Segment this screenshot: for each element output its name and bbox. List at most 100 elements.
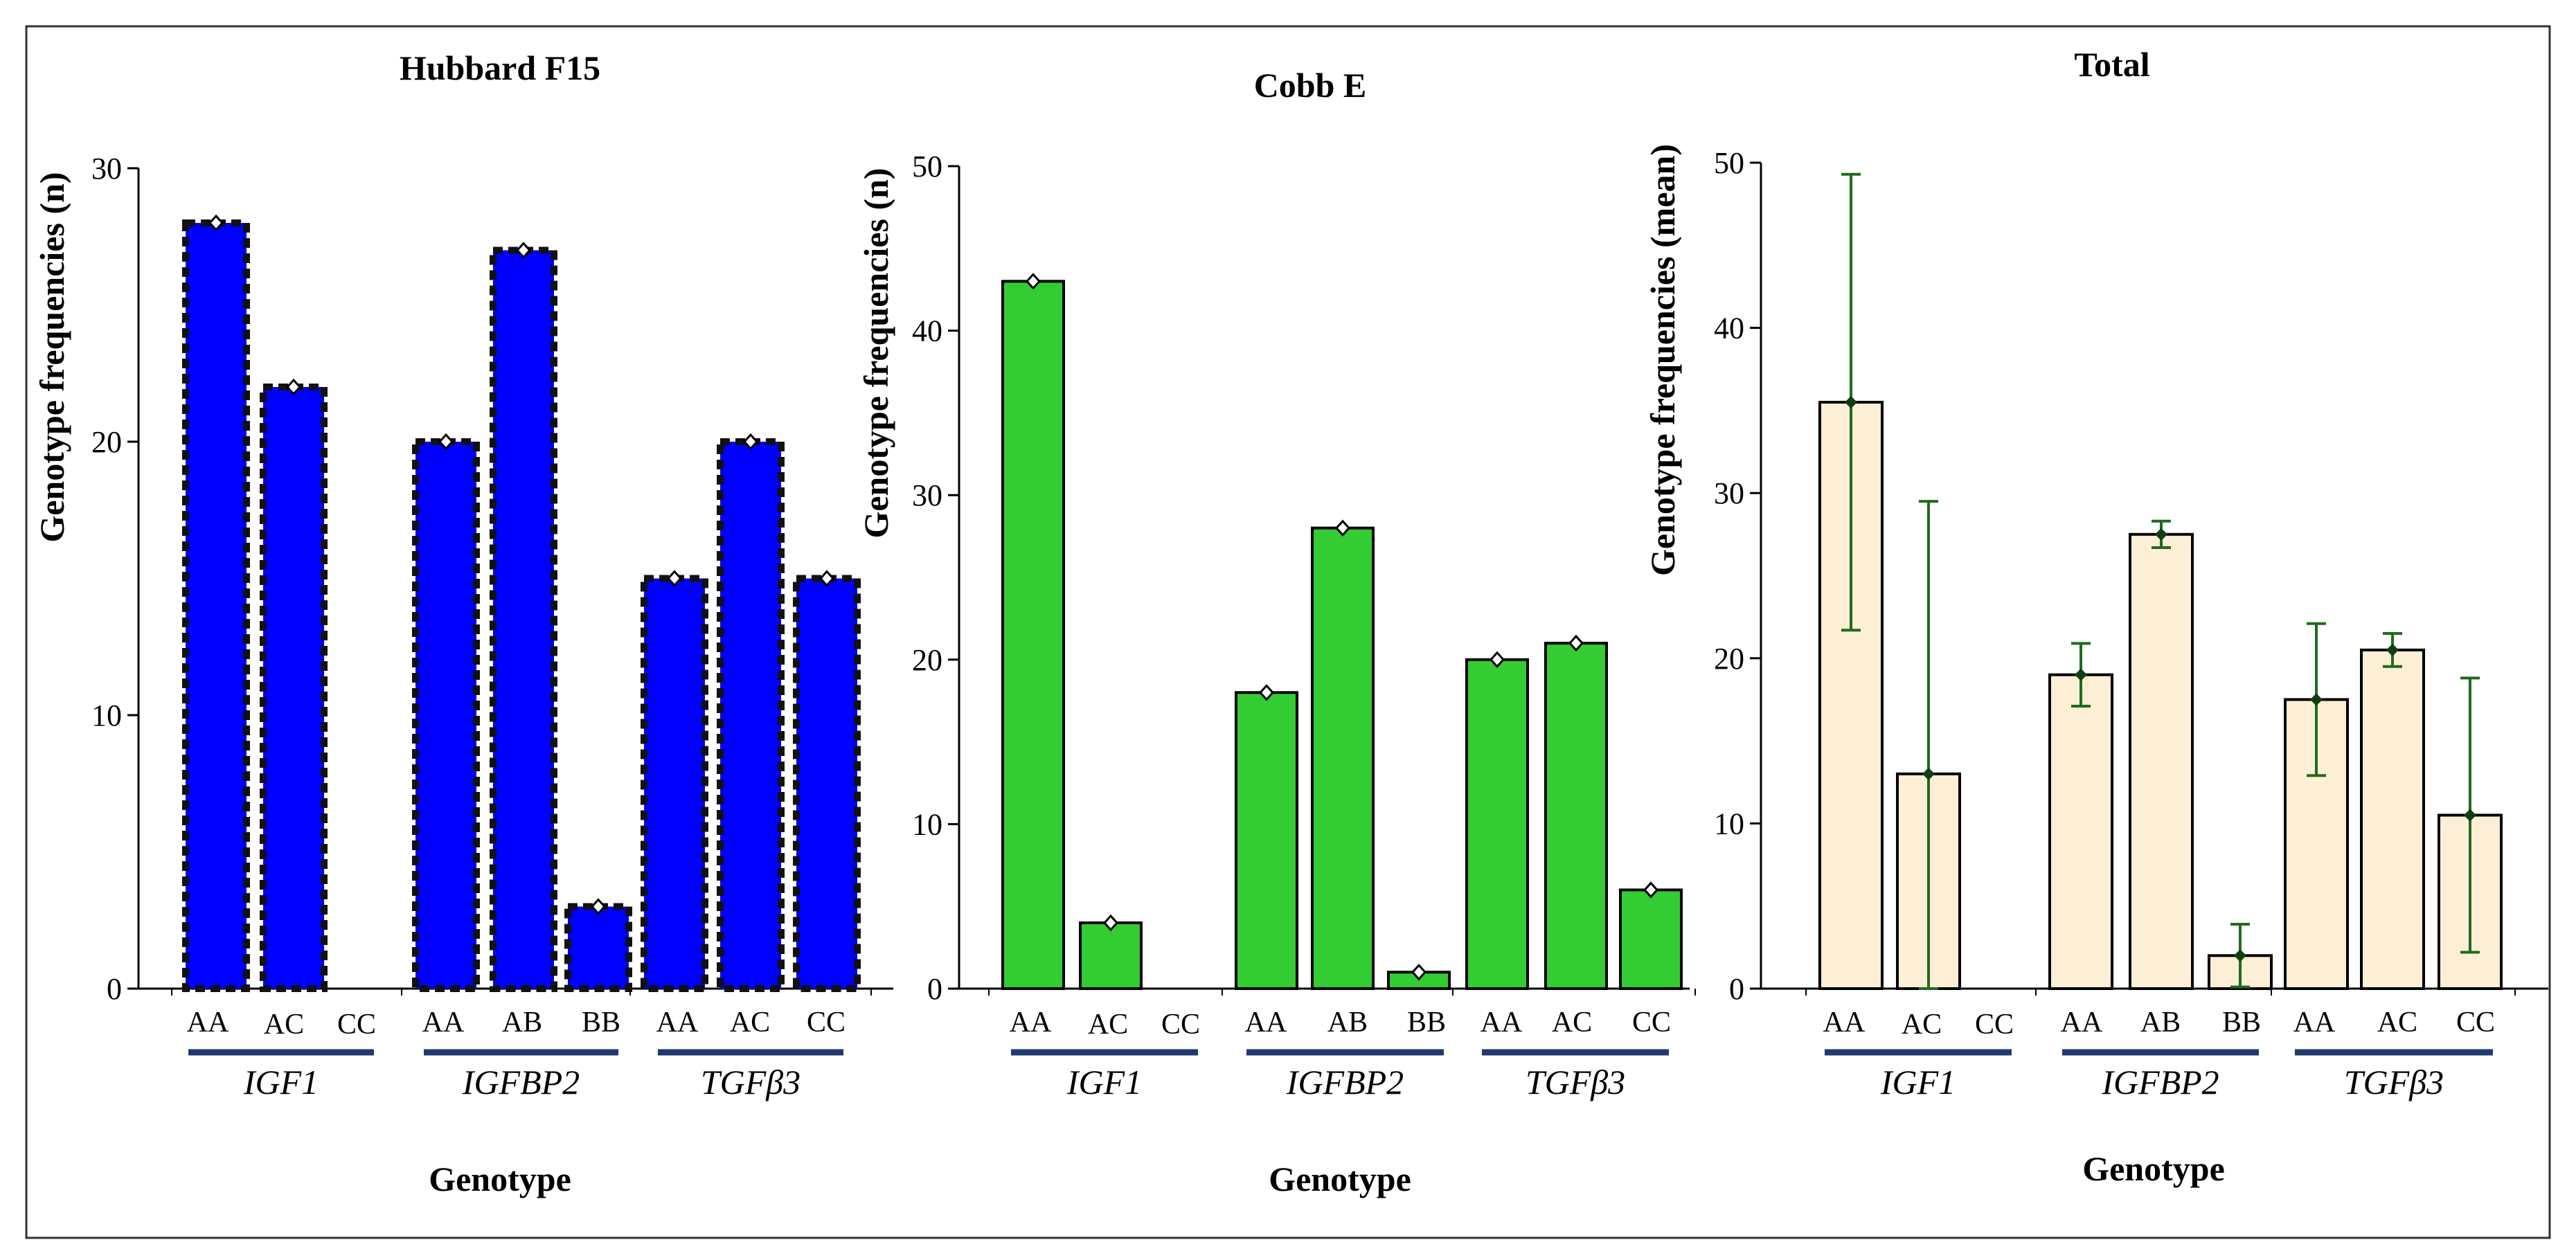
x-category-label: AB: [2140, 1007, 2181, 1038]
value-marker: [438, 433, 454, 451]
value-marker: [1411, 963, 1427, 981]
x-category-label: AC: [264, 1009, 304, 1041]
x-category-label: AA: [422, 1007, 465, 1038]
x-category-label: AA: [2061, 1007, 2103, 1038]
gene-group-label: IGFBP2: [1286, 1063, 1404, 1101]
bar-tgfβ3-aa: [1465, 658, 1529, 990]
x-category-label: BB: [582, 1007, 620, 1038]
bar-igfbp2-ab: [2129, 532, 2194, 990]
y-tick-label: 40: [912, 314, 942, 348]
mean-marker: [1845, 395, 1857, 408]
mean-marker: [2386, 643, 2399, 656]
value-marker: [590, 898, 607, 915]
bar-igfbp2-ab: [1311, 526, 1375, 990]
bar-tgfβ3-cc: [1619, 888, 1683, 990]
mean-marker: [2234, 949, 2246, 962]
x-category-label: AA: [2293, 1007, 2336, 1038]
value-marker: [1568, 634, 1584, 652]
gene-group-label: TGFβ3: [2344, 1063, 2444, 1101]
x-category-label: CC: [2456, 1007, 2495, 1038]
x-category-label: AC: [1088, 1009, 1128, 1041]
gene-group-label: IGF1: [243, 1063, 319, 1101]
x-category-label: AA: [187, 1007, 229, 1038]
bar-igf1-ac: [1079, 921, 1143, 990]
y-tick-label: 50: [912, 150, 942, 183]
bar-igf1-ac: [260, 384, 328, 992]
y-axis-label: Genotype frequencies (n): [33, 172, 71, 542]
bar-tgfβ3-ac: [1544, 642, 1608, 990]
mean-marker: [2310, 693, 2323, 706]
value-marker: [666, 570, 683, 587]
y-tick-label: 20: [91, 425, 122, 459]
gene-group-label: TGFβ3: [701, 1063, 800, 1101]
x-axis-label: Genotype: [1269, 1160, 1411, 1198]
gene-group-label: IGF1: [1066, 1063, 1142, 1101]
x-category-label: AC: [730, 1007, 770, 1038]
value-marker: [1258, 684, 1275, 701]
x-category-label: BB: [2222, 1007, 2261, 1038]
x-category-label: CC: [337, 1009, 376, 1041]
bar-igf1-aa: [182, 219, 250, 992]
value-marker: [208, 214, 224, 232]
y-tick-label: 50: [1714, 146, 1744, 180]
bar-igf1-aa: [1001, 280, 1065, 990]
mean-marker: [2075, 668, 2087, 681]
bar-tgfβ3-ac: [2360, 648, 2425, 990]
bar-tgfβ3-cc: [793, 575, 861, 992]
x-category-label: AB: [1327, 1007, 1368, 1038]
x-category-label: CC: [807, 1007, 846, 1038]
value-marker: [285, 378, 302, 396]
value-marker: [1334, 519, 1351, 537]
value-marker: [742, 433, 759, 451]
y-tick-label: 20: [912, 643, 942, 677]
y-tick-label: 10: [91, 699, 122, 732]
bar-tgfβ3-ac: [717, 438, 785, 992]
y-axis-label: Genotype frequencies (n): [857, 168, 895, 538]
value-marker: [1025, 273, 1041, 290]
y-tick-label: 10: [912, 807, 942, 841]
y-tick-label: 20: [1714, 642, 1744, 676]
gene-group-label: IGF1: [1880, 1063, 1956, 1101]
y-tick-label: 30: [91, 152, 122, 186]
x-category-label: AA: [1010, 1007, 1052, 1038]
x-category-label: AB: [502, 1007, 542, 1038]
x-category-label: AA: [1245, 1007, 1287, 1038]
y-tick-label: 10: [1714, 807, 1744, 840]
mean-marker: [2464, 809, 2476, 822]
x-category-label: CC: [1161, 1009, 1200, 1041]
x-category-label: AC: [1552, 1007, 1592, 1038]
x-category-label: CC: [1632, 1007, 1671, 1038]
x-axis-label: Genotype: [2082, 1149, 2225, 1188]
mean-marker: [1922, 767, 1935, 780]
gene-group-label: IGFBP2: [462, 1063, 580, 1101]
bar-igfbp2-bb: [564, 903, 632, 992]
x-category-label: CC: [1975, 1009, 2014, 1041]
x-axis-label: Genotype: [429, 1160, 571, 1198]
bar-igfbp2-aa: [2048, 673, 2113, 990]
y-axis-label: Genotype frequencies (mean): [1643, 144, 1682, 576]
value-marker: [1643, 881, 1659, 899]
y-tick-label: 30: [912, 478, 942, 512]
value-marker: [1102, 914, 1119, 932]
x-category-label: AC: [1902, 1009, 1942, 1041]
bar-tgfβ3-aa: [641, 575, 708, 992]
value-marker: [819, 570, 835, 587]
gene-group-label: TGFβ3: [1526, 1063, 1625, 1101]
y-tick-label: 40: [1714, 312, 1744, 345]
chart-title: Total: [2074, 45, 2149, 84]
value-marker: [1489, 651, 1505, 669]
y-tick-label: 0: [1729, 972, 1744, 1006]
bar-igfbp2-ab: [490, 246, 557, 992]
chart-title: Hubbard F15: [400, 48, 600, 87]
mean-marker: [2155, 528, 2167, 541]
y-tick-label: 30: [1714, 476, 1744, 510]
chart-title: Cobb E: [1254, 66, 1367, 105]
value-marker: [515, 242, 532, 259]
x-category-label: AA: [1823, 1007, 1866, 1038]
bar-igfbp2-aa: [412, 438, 480, 992]
x-category-label: AA: [1481, 1007, 1523, 1038]
y-tick-label: 0: [927, 972, 942, 1006]
x-category-label: BB: [1407, 1007, 1446, 1038]
x-category-label: AA: [656, 1007, 699, 1038]
